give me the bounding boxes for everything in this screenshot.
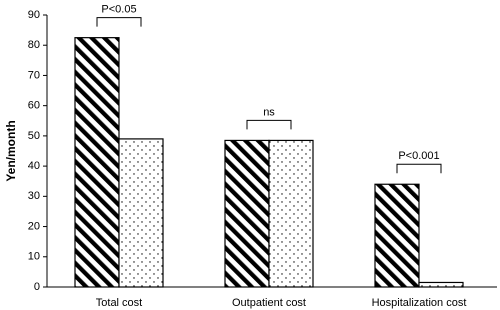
y-tick-label: 0 xyxy=(34,281,40,293)
y-tick-label: 20 xyxy=(28,220,40,232)
annotation: P<0.001 xyxy=(398,150,439,162)
x-tick-label: Total cost xyxy=(96,297,142,309)
bar xyxy=(118,138,164,288)
y-axis-title: Yen/month xyxy=(4,120,18,181)
y-tick-label: 70 xyxy=(28,69,40,81)
y-tick-label: 30 xyxy=(28,190,40,202)
x-tick-label: Hospitalization cost xyxy=(372,297,467,309)
bar xyxy=(374,183,420,288)
significance-bracket xyxy=(96,17,142,27)
bar xyxy=(224,139,270,288)
bar xyxy=(268,139,314,288)
significance-bracket xyxy=(246,119,292,130)
y-tick-label: 80 xyxy=(28,39,40,51)
x-tick-label: Outpatient cost xyxy=(232,297,306,309)
bar xyxy=(418,281,464,288)
bar xyxy=(74,37,120,288)
annotation: ns xyxy=(263,106,275,118)
y-tick-label: 50 xyxy=(28,130,40,142)
y-tick-label: 10 xyxy=(28,251,40,263)
significance-bracket xyxy=(396,163,442,174)
y-tick-label: 90 xyxy=(28,9,40,21)
y-tick-label: 40 xyxy=(28,160,40,172)
annotation: P<0.05 xyxy=(101,4,136,16)
y-tick-label: 60 xyxy=(28,100,40,112)
